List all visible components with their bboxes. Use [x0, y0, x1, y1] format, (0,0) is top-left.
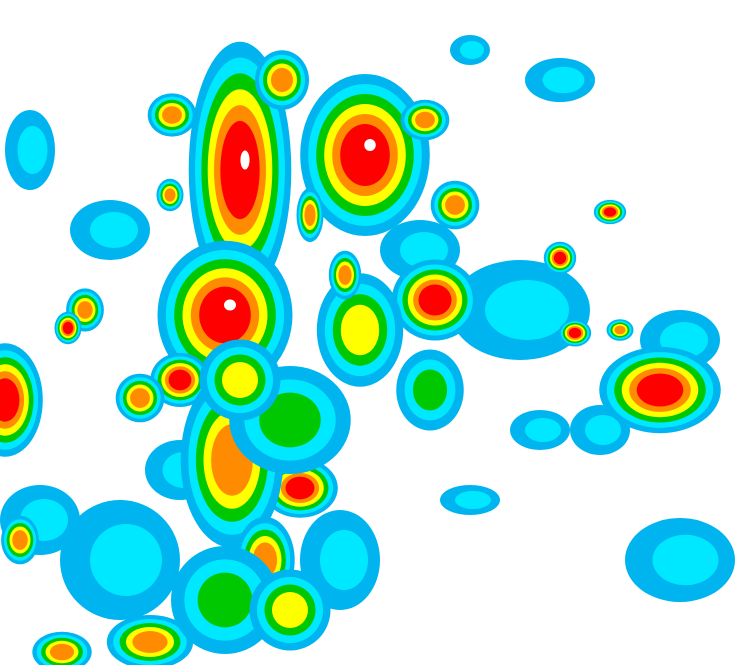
echo-very-heavy — [553, 251, 567, 265]
echo-light — [485, 280, 569, 340]
echo-light — [585, 415, 621, 445]
echo-light — [460, 41, 484, 59]
echo-heavy — [304, 204, 316, 226]
echo-very-heavy — [62, 321, 74, 335]
echo-extreme — [364, 139, 376, 151]
echo-heavy — [271, 67, 293, 93]
echo-light — [652, 534, 719, 586]
echo-light — [455, 491, 491, 509]
echo-heavy — [77, 301, 93, 319]
echo-very-heavy — [418, 284, 452, 316]
echo-moderate-low — [412, 369, 448, 411]
echo-very-heavy — [340, 124, 390, 186]
echo-moderate-low — [259, 392, 321, 448]
echo-extreme — [224, 299, 236, 311]
echo-moderate — [340, 304, 380, 356]
echo-heavy — [445, 195, 465, 215]
echo-light — [90, 524, 162, 596]
echo-very-heavy — [220, 120, 260, 220]
echo-light — [320, 530, 368, 590]
echo-very-heavy — [568, 327, 582, 339]
echo-extreme — [240, 150, 250, 170]
echo-light — [400, 232, 448, 268]
echo-light — [90, 212, 138, 248]
echo-very-heavy — [199, 286, 251, 344]
echo-very-heavy — [285, 476, 315, 500]
echo-very-heavy — [0, 378, 20, 422]
echo-heavy — [162, 106, 182, 124]
echo-light — [542, 66, 585, 94]
echo-heavy — [415, 111, 435, 129]
echo-very-heavy — [168, 369, 192, 391]
echo-very-heavy — [636, 373, 684, 407]
echo-moderate — [222, 362, 258, 398]
echo-heavy — [12, 530, 28, 550]
echo-light — [17, 126, 48, 174]
echo-heavy — [164, 188, 176, 202]
echo-heavy — [132, 631, 168, 653]
echo-very-heavy — [603, 207, 617, 217]
echo-heavy — [614, 325, 626, 335]
echo-heavy — [338, 265, 352, 285]
echo-light — [525, 418, 561, 442]
echo-heavy — [49, 643, 75, 661]
echo-moderate-low — [197, 572, 253, 628]
echo-heavy — [130, 388, 150, 408]
echo-moderate — [272, 592, 308, 628]
